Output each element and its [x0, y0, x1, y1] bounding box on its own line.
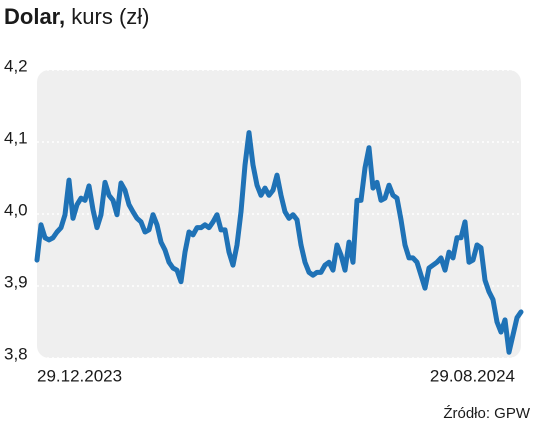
line: [34, 130, 524, 355]
title: Dolar,: [4, 4, 65, 29]
chart-title: Dolar, kurs (zł): [4, 4, 149, 29]
y-tick-label: 4,0: [4, 200, 28, 219]
y-tick-label: 4,2: [4, 56, 28, 75]
y-tick-label: 3,8: [4, 344, 28, 363]
x-tick-label: 29.12.2023: [37, 366, 122, 385]
source: Źródło: GPW: [443, 405, 531, 422]
subtitle: kurs (zł): [71, 4, 149, 29]
y-tick-label: 3,9: [4, 272, 28, 291]
x-tick-label: 29.08.2024: [430, 366, 515, 385]
y-tick-label: 4,1: [4, 128, 28, 147]
